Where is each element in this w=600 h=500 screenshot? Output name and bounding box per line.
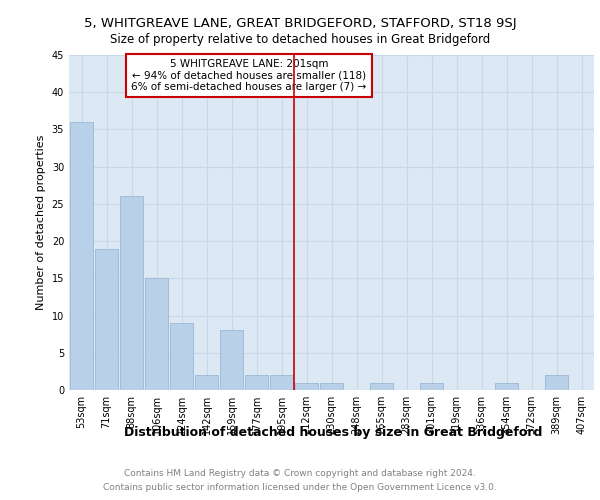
Bar [545, 375, 568, 390]
Text: Contains public sector information licensed under the Open Government Licence v3: Contains public sector information licen… [103, 483, 497, 492]
Bar [245, 375, 268, 390]
Y-axis label: Number of detached properties: Number of detached properties [36, 135, 46, 310]
Bar [170, 323, 193, 390]
Bar [420, 382, 443, 390]
Bar [195, 375, 218, 390]
Bar [145, 278, 168, 390]
Text: 5, WHITGREAVE LANE, GREAT BRIDGEFORD, STAFFORD, ST18 9SJ: 5, WHITGREAVE LANE, GREAT BRIDGEFORD, ST… [83, 18, 517, 30]
Bar [495, 382, 518, 390]
Bar [70, 122, 93, 390]
Text: Distribution of detached houses by size in Great Bridgeford: Distribution of detached houses by size … [124, 426, 542, 439]
Text: Contains HM Land Registry data © Crown copyright and database right 2024.: Contains HM Land Registry data © Crown c… [124, 470, 476, 478]
Bar [370, 382, 393, 390]
Bar [120, 196, 143, 390]
Bar [220, 330, 243, 390]
Bar [320, 382, 343, 390]
Bar [95, 248, 118, 390]
Text: Size of property relative to detached houses in Great Bridgeford: Size of property relative to detached ho… [110, 32, 490, 46]
Bar [295, 382, 318, 390]
Bar [270, 375, 293, 390]
Text: 5 WHITGREAVE LANE: 201sqm
← 94% of detached houses are smaller (118)
6% of semi-: 5 WHITGREAVE LANE: 201sqm ← 94% of detac… [131, 58, 367, 92]
